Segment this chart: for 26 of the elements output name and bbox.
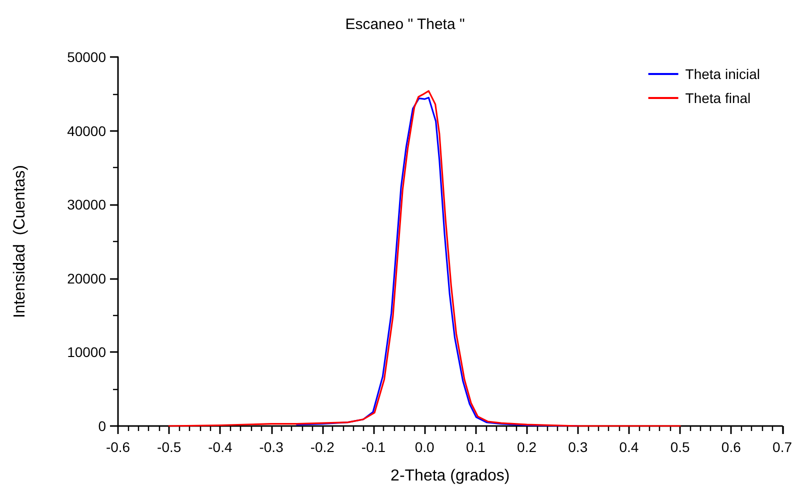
x-tick-label: 0.3 — [568, 439, 588, 455]
x-tick-label: -0.2 — [310, 439, 335, 455]
line-series — [168, 90, 681, 427]
y-tick-label: 10000 — [67, 344, 106, 360]
x-tick-label: -0.4 — [208, 439, 232, 455]
x-tick-label: 0.6 — [721, 439, 742, 455]
chart-title: Escaneo " Theta " — [345, 16, 465, 33]
x-tick-label: 0.0 — [414, 439, 435, 455]
x-tick-label: 0.1 — [466, 439, 486, 455]
y-tick-label: 30000 — [67, 196, 106, 213]
x-tick-label: -0.5 — [157, 439, 182, 455]
x-tick-label: -0.1 — [361, 439, 386, 455]
y-tick-label: 20000 — [67, 270, 106, 286]
x-tick-label: 0.5 — [670, 439, 690, 455]
x-axis-title: 2-Theta (grados) — [390, 468, 510, 484]
x-tick-label: 0.4 — [619, 439, 639, 455]
legend-label: Theta inicial — [685, 66, 760, 82]
x-tick-label: -0.3 — [259, 439, 284, 455]
x-tick-label: 0.7 — [772, 439, 792, 455]
legend-label: Theta final — [685, 90, 751, 106]
x-tick-label: 0.2 — [517, 439, 537, 455]
x-tick-label: -0.6 — [106, 439, 130, 455]
y-tick-label: 50000 — [67, 49, 106, 65]
y-tick-label: 40000 — [67, 122, 106, 139]
y-axis-title: Intensidad (Cuentas) — [12, 165, 28, 318]
y-tick-label: 0 — [98, 418, 106, 434]
